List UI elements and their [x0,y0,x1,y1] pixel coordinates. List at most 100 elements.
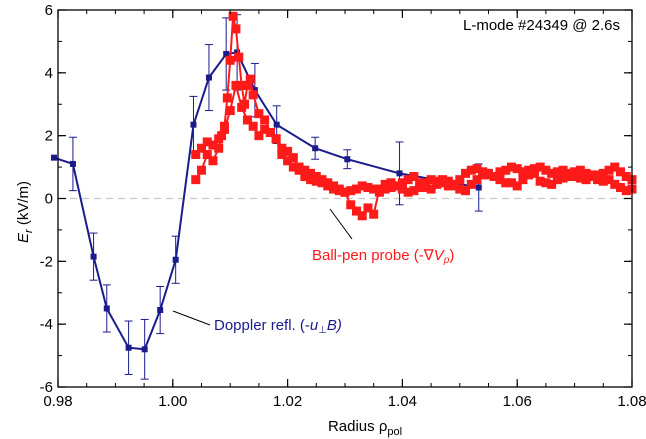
ball-pen-point [300,172,310,182]
ball-pen-point [283,156,293,166]
ball-pen-point [329,184,339,194]
ball-pen-point [443,176,453,186]
ball-pen-point [346,200,356,210]
x-tick-label: 1.04 [388,393,417,410]
ball-pen-point [260,124,270,134]
ball-pen-point [386,178,396,188]
ball-pen-point [288,162,298,172]
ball-pen-point [392,181,402,191]
doppler-point [141,346,148,353]
ball-pen-point [277,150,287,160]
ball-pen-point [420,183,430,193]
ball-pen-point [231,80,241,90]
doppler-point [69,160,76,167]
ball-pen-point [197,165,206,175]
ball-pen-point [380,179,390,189]
doppler-point [205,74,212,81]
ball-pen-point [228,11,238,21]
ball-pen-point [369,209,379,219]
ball-pen-point [197,143,206,153]
x-tick-label: 1.00 [158,393,187,410]
ball-pen-point [409,172,419,182]
ballpen-label-var: V [434,247,446,264]
ball-pen-point [466,179,476,189]
ball-pen-point [455,184,465,194]
y-tick-label: 6 [45,2,53,19]
doppler-point [223,50,230,57]
ball-pen-point [426,175,436,185]
ball-pen-point [604,165,614,175]
ball-pen-point [277,143,287,153]
ball-pen-point [245,74,255,84]
ball-pen-point [214,143,224,153]
ball-pen-point [208,156,218,166]
ball-pen-point [242,115,252,125]
ball-pen-point [512,181,522,191]
ball-pen-point [234,52,244,62]
ball-pen-point [351,184,361,194]
ball-pen-point [587,172,597,182]
ball-pen-point [415,183,425,193]
doppler-point [273,121,280,128]
ball-pen-point [443,181,453,191]
doppler-series [50,14,483,380]
y-axis-title-sub: r [23,228,35,233]
ball-pen-point [426,184,436,194]
ball-pen-point [593,170,603,180]
ball-pen-point [323,181,333,191]
ball-pen-point [501,165,511,175]
ball-pen-point [202,137,212,147]
ballpen-label-sub: p [443,255,450,266]
ballpen-label-pre: Ball-pen probe (-∇ [312,247,435,264]
ballpen-label-leader [329,208,353,240]
doppler-label-pre: Doppler refl. (- [214,317,310,334]
ball-pen-point [363,203,373,213]
y-tick-label: 2 [45,128,53,145]
doppler-label-var: u [310,317,319,334]
ball-pen-point [616,183,626,193]
ball-pen-point [506,178,516,188]
ball-pen-point [518,175,528,185]
ball-pen-point [518,167,528,177]
ball-pen-point [529,168,539,178]
doppler-point [103,305,110,312]
y-axis-title-main: E [15,232,32,243]
doppler-point [344,156,351,163]
ball-pen-point [495,167,505,177]
doppler-point [234,49,241,56]
ball-pen-point [547,168,557,178]
ball-pen-point [598,176,608,186]
ball-pen-point [449,179,459,189]
x-axis-title-sub: pol [387,426,402,438]
y-tick-label: 4 [45,65,53,82]
ball-pen-point [472,164,482,174]
ball-pen-point [217,131,227,141]
ball-pen-point [369,184,379,194]
ball-pen-point [271,134,281,144]
doppler-line [53,51,479,351]
ball-pen-point [541,178,551,188]
ball-pen-point [306,168,316,178]
doppler-point [475,184,482,191]
x-tick-label: 1.06 [503,393,532,410]
ball-pen-point [432,176,442,186]
ball-pen-point [598,168,608,178]
ball-pen-point [351,206,361,216]
ball-pen-point [547,179,557,189]
ball-pen-point [495,175,505,185]
ball-pen-point [455,175,465,185]
doppler-label-leader [172,310,211,326]
ball-pen-point [242,80,252,90]
ball-pen-point [461,168,471,178]
doppler-label-op: ⊥ [318,325,327,336]
ball-pen-point [306,175,316,185]
doppler-point [157,307,164,314]
ball-pen-point [191,175,201,185]
x-axis-title: Radius ρpol [328,418,402,438]
doppler-point [90,253,97,260]
ball-pen-point [363,183,373,193]
ball-pen-point [300,165,310,175]
x-tick-label: 0.98 [43,393,72,410]
ball-pen-point [489,172,499,182]
